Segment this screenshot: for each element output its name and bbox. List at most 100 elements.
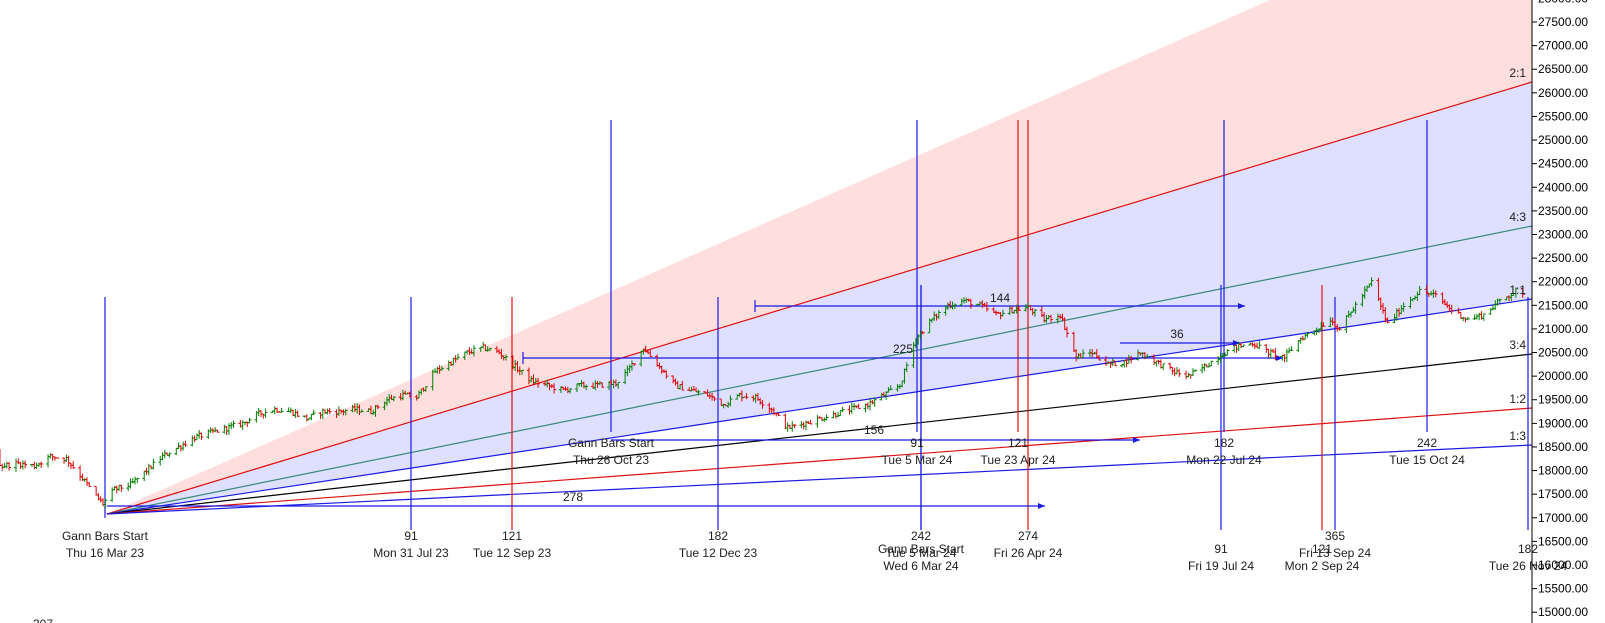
gann-fan-areas (107, 0, 1532, 514)
price-bar (1049, 314, 1053, 323)
price-bar (87, 481, 92, 487)
price-bar (82, 478, 87, 482)
price-bar (256, 407, 261, 417)
price-bar (66, 455, 71, 468)
price-bar (1273, 348, 1278, 361)
price-bar (247, 417, 252, 424)
cycle-date-label: Tue 5 Mar 24 (882, 453, 953, 467)
price-axis-tick-label: 16500.00 (1538, 534, 1588, 548)
price-bar (199, 432, 204, 440)
price-bar (261, 413, 266, 419)
fan-ratio-label: 4:3 (1509, 210, 1526, 224)
fan-ratio-label: 3:4 (1509, 338, 1526, 352)
price-bar (272, 406, 277, 415)
gann-start-date: Wed 6 Mar 24 (883, 559, 958, 573)
cycle-date-label: Mon 2 Sep 24 (1285, 559, 1360, 573)
price-bar (868, 397, 873, 411)
price-bar (50, 454, 55, 461)
price-bar (808, 419, 813, 425)
price-bar (183, 440, 188, 447)
count-label: 36 (1170, 327, 1184, 341)
price-bar (1481, 313, 1486, 321)
price-axis-tick-label: 23500.00 (1538, 204, 1588, 218)
price-bar (744, 393, 749, 400)
price-axis-tick-label: 24500.00 (1538, 157, 1588, 171)
price-axis-tick-label: 26500.00 (1538, 62, 1588, 76)
cycle-count-label: 121 (502, 529, 522, 543)
gann-start-date: Thu 26 Oct 23 (573, 453, 649, 467)
price-bar (1184, 370, 1189, 380)
cycle-count-label: 121 (1312, 542, 1332, 556)
price-bar (1081, 349, 1086, 359)
price-bar (84, 477, 89, 487)
fan-line (106, 225, 1533, 515)
count-label: 225 (893, 342, 913, 356)
price-bar (600, 382, 605, 388)
price-bar (158, 455, 163, 466)
price-axis-tick-label: 24000.00 (1538, 180, 1588, 194)
price-axis-tick-label: 25500.00 (1538, 109, 1588, 123)
price-bar (815, 415, 820, 428)
price-bar (1490, 305, 1495, 311)
cycle-count-label: 182 (1214, 436, 1234, 450)
price-bar (375, 404, 380, 409)
price-bar (840, 406, 845, 413)
price-axis-tick-label: 18500.00 (1538, 440, 1588, 454)
price-bar (162, 449, 167, 459)
price-bar (888, 385, 893, 391)
arrow-head (1238, 303, 1245, 309)
price-axis-tick-label: 16000.00 (1538, 558, 1588, 572)
arrow-head (1233, 340, 1240, 346)
price-bar (1177, 368, 1182, 377)
price-bar (119, 484, 124, 492)
price-bar (836, 411, 841, 418)
price-bar (487, 347, 492, 352)
price-bar (680, 380, 685, 391)
price-bar (78, 465, 83, 481)
price-bars (0, 277, 1525, 509)
price-bar (112, 486, 117, 491)
cycle-count-label: 242 (1417, 436, 1437, 450)
price-bar (39, 461, 44, 469)
price-bar (1520, 287, 1525, 298)
cycle-date-label: Mon 31 Jul 23 (373, 546, 449, 560)
price-axis-tick-label: 15500.00 (1538, 582, 1588, 596)
cycle-date-label: Mon 22 Jul 24 (1186, 453, 1262, 467)
price-bar (391, 396, 396, 402)
price-bar (407, 391, 412, 398)
price-bar (568, 388, 573, 394)
price-bar (632, 363, 637, 367)
price-bar (226, 423, 231, 436)
price-bar (210, 427, 215, 434)
price-bar (359, 409, 364, 413)
price-bar (1200, 363, 1205, 374)
price-bar (135, 477, 140, 483)
price-bar (1433, 290, 1438, 298)
price-axis: 15000.00 15500.00 16000.00 16500.00 17000.00… (1531, 0, 1588, 623)
price-bar (213, 427, 218, 433)
price-bar (1296, 340, 1301, 353)
price-bar (2, 462, 7, 469)
price-bar (222, 424, 227, 434)
price-bar (48, 453, 53, 459)
price-bar (325, 408, 330, 415)
price-axis-tick-label: 21000.00 (1538, 322, 1588, 336)
price-bar (1154, 360, 1159, 367)
cycle-date-label: Tue 23 Apr 24 (981, 453, 1056, 467)
price-bar (1193, 369, 1198, 372)
price-bar (13, 458, 18, 472)
price-bar (1449, 304, 1454, 315)
price-bar (504, 354, 509, 361)
price-bar (1241, 344, 1246, 348)
price-bar (1497, 298, 1502, 304)
price-axis-tick-label: 28000.00 (1538, 0, 1588, 5)
count-label: 278 (563, 490, 583, 504)
gann-start-label: Gann Bars Start (568, 436, 655, 450)
cycle-date-label: Tue 26 Nov 24 (1489, 559, 1568, 573)
chart-labels: 2:1 4:3 1:1 3:4 1:2 1:3 91 Mon 31 Jul 23 121 Tue … (33, 66, 1567, 623)
price-axis-tick-label: 20500.00 (1538, 346, 1588, 360)
price-bar (160, 452, 165, 461)
price-bar (872, 397, 877, 407)
price-bar (94, 485, 99, 496)
price-bar (1264, 343, 1269, 353)
